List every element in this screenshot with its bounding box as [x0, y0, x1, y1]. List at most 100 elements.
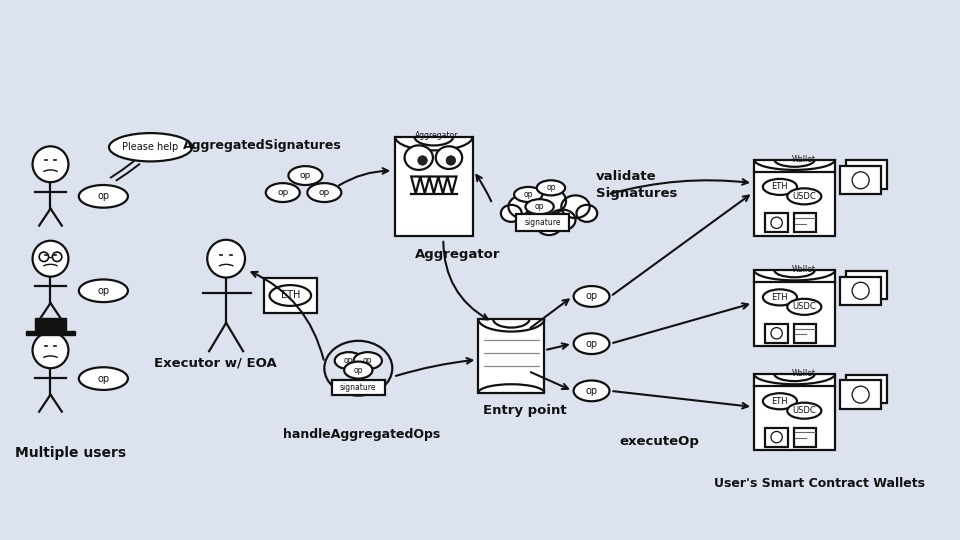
Circle shape [207, 240, 245, 278]
Circle shape [446, 156, 456, 165]
Polygon shape [754, 374, 835, 450]
Ellipse shape [335, 352, 363, 369]
Text: USDC: USDC [792, 192, 816, 201]
Text: op: op [300, 171, 311, 180]
Text: User's Smart Contract Wallets: User's Smart Contract Wallets [714, 477, 925, 490]
Bar [765, 324, 788, 343]
Circle shape [33, 241, 68, 276]
Bar [516, 214, 569, 231]
Ellipse shape [549, 210, 575, 231]
Bar [264, 278, 317, 313]
Ellipse shape [344, 362, 372, 379]
Text: op: op [353, 366, 363, 375]
Bar [846, 271, 887, 299]
Ellipse shape [109, 133, 192, 161]
Text: Entry point: Entry point [483, 404, 566, 417]
Ellipse shape [763, 289, 797, 306]
Text: signature: signature [524, 218, 561, 227]
Ellipse shape [515, 187, 542, 202]
Text: USDC: USDC [792, 406, 816, 415]
Bar [794, 213, 816, 232]
Text: Wallet: Wallet [792, 369, 816, 379]
Ellipse shape [501, 205, 521, 222]
Polygon shape [754, 159, 835, 236]
Ellipse shape [509, 195, 537, 218]
Text: ETH: ETH [772, 293, 788, 302]
Ellipse shape [787, 403, 822, 418]
Text: Executor w/ EOA: Executor w/ EOA [155, 356, 277, 369]
Ellipse shape [573, 333, 610, 354]
Text: Signatures: Signatures [596, 187, 678, 200]
Polygon shape [754, 270, 835, 347]
Text: op: op [97, 374, 109, 383]
Text: op: op [97, 286, 109, 296]
Bar [840, 381, 881, 409]
Text: Aggregator: Aggregator [415, 131, 458, 140]
Ellipse shape [537, 180, 565, 195]
Ellipse shape [525, 199, 554, 214]
Ellipse shape [404, 145, 433, 170]
Ellipse shape [573, 286, 610, 307]
Bar [765, 428, 788, 447]
Text: ETH: ETH [772, 183, 788, 191]
Bar [840, 276, 881, 305]
Bar [846, 375, 887, 403]
Bar [794, 428, 816, 447]
Text: handleAggregatedOps: handleAggregatedOps [283, 428, 440, 441]
Bar [840, 166, 881, 194]
Text: validate: validate [596, 170, 657, 183]
Ellipse shape [266, 183, 300, 202]
Text: op: op [586, 339, 598, 349]
Circle shape [33, 332, 68, 368]
Bar [765, 213, 788, 232]
Polygon shape [411, 177, 457, 193]
Text: Aggregator: Aggregator [415, 248, 500, 261]
Ellipse shape [763, 393, 797, 409]
Ellipse shape [307, 183, 342, 202]
Text: AggregatedSignatures: AggregatedSignatures [182, 139, 342, 152]
Ellipse shape [353, 352, 382, 369]
Text: op: op [344, 356, 353, 365]
Text: op: op [535, 202, 544, 211]
Bar [332, 380, 385, 395]
Ellipse shape [787, 188, 822, 204]
Ellipse shape [537, 216, 562, 235]
Ellipse shape [562, 195, 589, 218]
Text: Wallet: Wallet [792, 155, 816, 164]
Ellipse shape [573, 381, 610, 401]
Text: ETH: ETH [772, 397, 788, 406]
Polygon shape [396, 137, 472, 236]
Ellipse shape [436, 146, 462, 169]
Text: ETH: ETH [280, 291, 300, 300]
Ellipse shape [522, 210, 549, 231]
Ellipse shape [288, 166, 323, 185]
Ellipse shape [576, 205, 597, 222]
Ellipse shape [787, 299, 822, 315]
Text: op: op [523, 190, 533, 199]
Text: executeOp: executeOp [620, 435, 700, 448]
Circle shape [33, 146, 68, 182]
Text: USDC: USDC [792, 302, 816, 312]
Text: op: op [546, 184, 556, 192]
Circle shape [418, 156, 427, 165]
Polygon shape [26, 332, 75, 335]
Text: op: op [97, 191, 109, 201]
Text: op: op [319, 188, 330, 197]
Bar [794, 324, 816, 343]
Text: Wallet: Wallet [792, 266, 816, 274]
Ellipse shape [270, 285, 311, 306]
Polygon shape [478, 319, 544, 393]
Polygon shape [36, 318, 65, 332]
Text: Please help: Please help [123, 142, 179, 152]
Text: signature: signature [340, 382, 376, 392]
Text: op: op [586, 292, 598, 301]
Ellipse shape [79, 185, 128, 208]
Text: op: op [277, 188, 288, 197]
Text: op: op [586, 386, 598, 396]
Text: Multiple users: Multiple users [14, 446, 126, 460]
Bar [846, 160, 887, 189]
Ellipse shape [79, 367, 128, 390]
Ellipse shape [79, 279, 128, 302]
Ellipse shape [532, 188, 566, 214]
Ellipse shape [763, 179, 797, 195]
